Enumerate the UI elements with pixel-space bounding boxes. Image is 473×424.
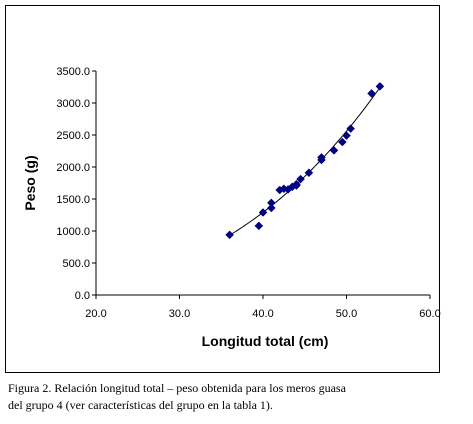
caption-line-1: Figura 2. Relación longitud total – peso… [8,381,346,395]
data-point [266,203,276,213]
trendline [229,87,381,236]
x-axis-ticks: 20.0 30.0 40.0 50.0 60.0 [85,295,441,320]
x-tick-label: 50.0 [336,308,357,320]
data-point [342,131,351,140]
y-tick-label: 0.0 [75,290,90,302]
x-tick-label: 20.0 [85,308,106,320]
data-point [292,179,301,189]
y-tick-label: 500.0 [62,258,90,270]
x-tick-label: 40.0 [252,308,273,320]
x-tick-label: 60.0 [419,308,440,320]
figure-caption: Figura 2. Relación longitud total – peso… [8,380,448,414]
y-tick-label: 1000.0 [56,226,90,238]
y-tick-label: 2500.0 [56,130,90,142]
y-tick-label: 3000.0 [56,98,90,110]
caption-line-2: del grupo 4 (ver características del gru… [8,398,273,412]
x-tick-label: 30.0 [169,308,190,320]
data-point [329,146,339,155]
data-point [375,82,385,91]
chart-axes [95,71,430,296]
y-axis-title: Peso (g) [22,155,38,210]
data-point [266,198,276,208]
data-point [346,124,356,133]
y-tick-label: 2000.0 [56,162,90,174]
figure-frame [5,5,440,373]
x-axis-title: Longitud total (cm) [202,333,329,349]
data-point [296,174,305,184]
data-point [317,153,326,162]
data-point [337,137,347,147]
trendline-group [229,87,381,236]
data-point [254,221,264,231]
data-point [367,89,376,98]
data-point [225,230,234,240]
data-point [258,208,268,217]
data-points [225,82,385,240]
data-point [304,168,314,178]
y-tick-label: 1500.0 [56,194,90,206]
y-tick-label: 3500.0 [56,66,90,78]
y-axis-ticks: 0.0 500.0 1000.0 1500.0 2000.0 2500.0 3000.0 35… [56,66,96,302]
